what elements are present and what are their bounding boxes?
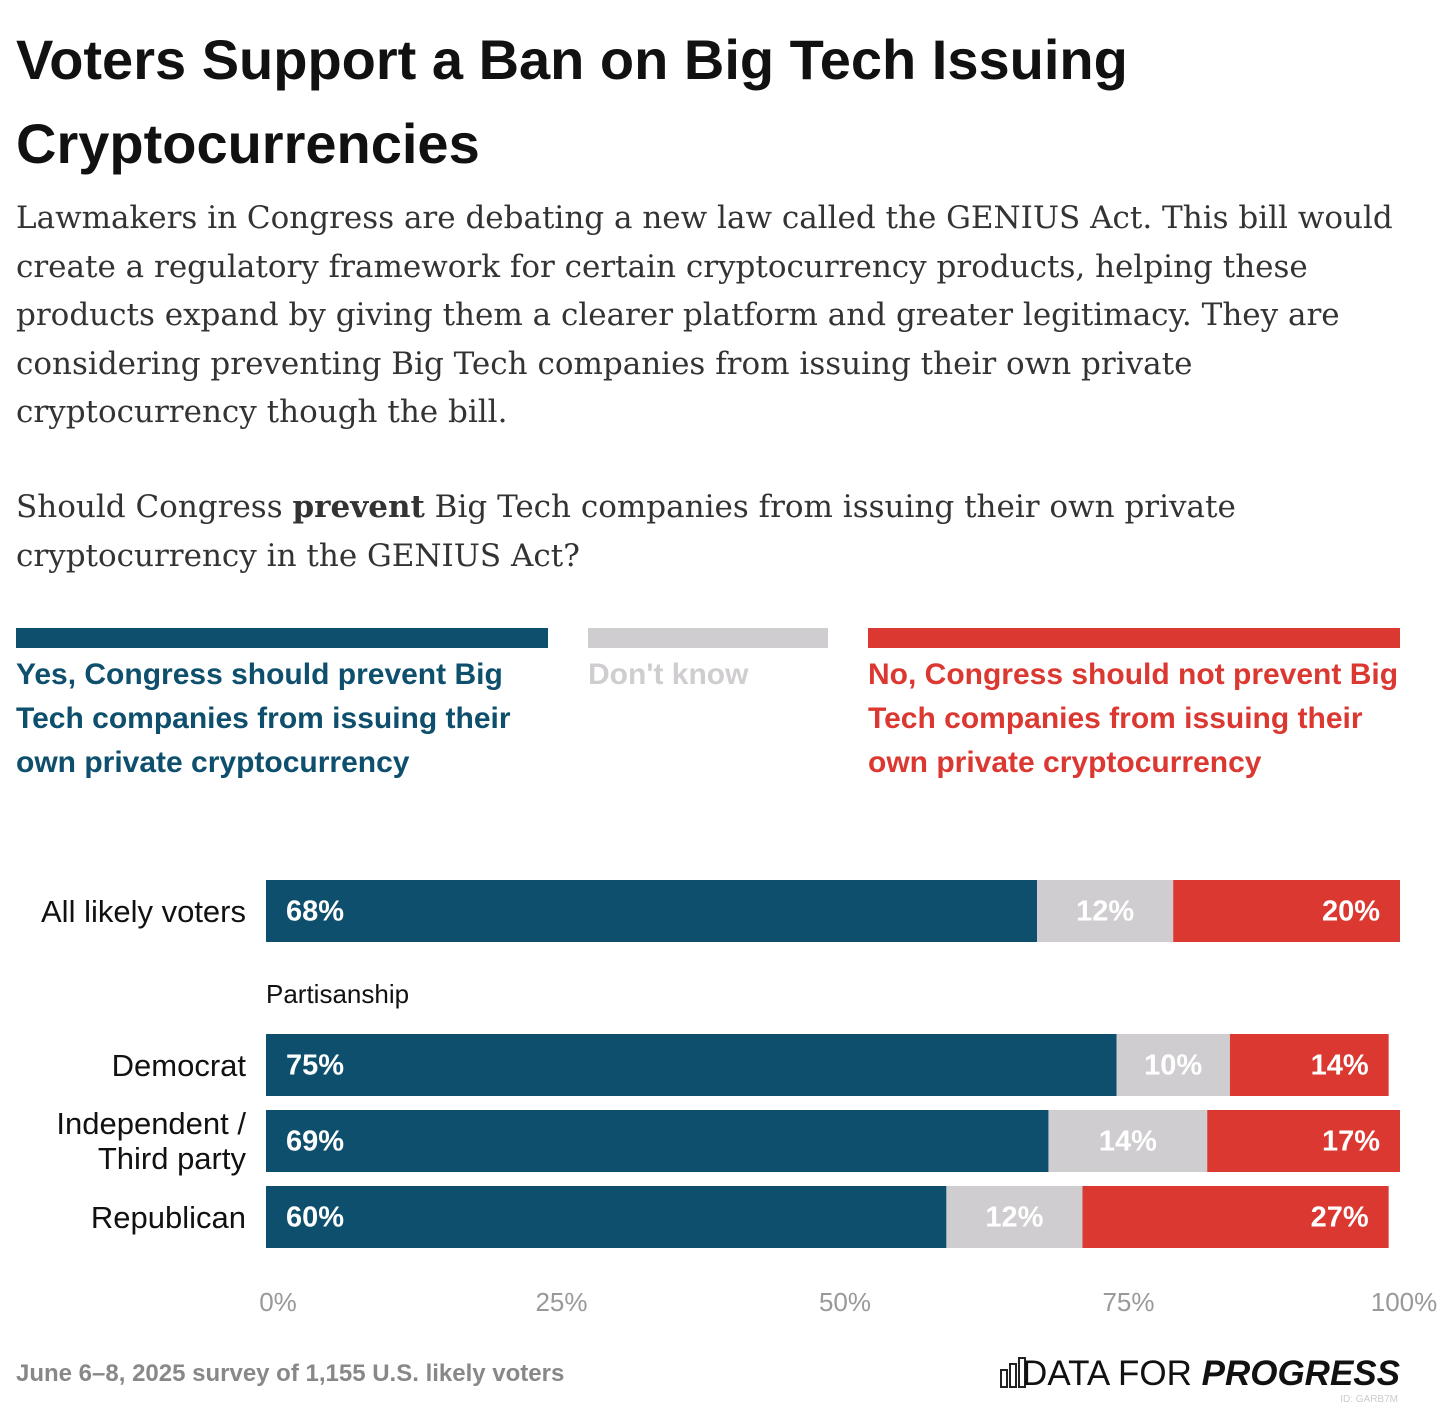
value-label: 60% bbox=[286, 1202, 344, 1234]
legend-swatch bbox=[588, 628, 828, 648]
brand: DATA FOR PROGRESS bbox=[1022, 1354, 1400, 1394]
value-label: 68% bbox=[286, 896, 344, 928]
bar-segment bbox=[1082, 1186, 1389, 1248]
value-label: 20% bbox=[1322, 896, 1380, 928]
question-text: Should Congress bbox=[16, 489, 283, 525]
value-label: 69% bbox=[286, 1126, 344, 1158]
category-label: Democrat bbox=[111, 1047, 246, 1083]
x-tick-label: 0% bbox=[259, 1287, 297, 1317]
bar-segment bbox=[1229, 1034, 1389, 1096]
subtitle: Lawmakers in Congress are debating a new… bbox=[16, 200, 1393, 430]
x-tick-label: 25% bbox=[535, 1287, 587, 1317]
value-label: 14% bbox=[1311, 1050, 1369, 1082]
bar-segment bbox=[1037, 880, 1174, 942]
x-tick-label: 100% bbox=[1371, 1287, 1438, 1317]
bar-segment bbox=[266, 1186, 947, 1248]
chart-id: ID: GARB7M bbox=[1340, 1394, 1398, 1405]
question: Should Congress prevent Big Tech compani… bbox=[16, 483, 1376, 580]
source: June 6–8, 2025 survey of 1,155 U.S. like… bbox=[16, 1360, 565, 1387]
question-text: Big Tech companies from issuing their ow… bbox=[16, 489, 1236, 574]
value-label: 12% bbox=[985, 1202, 1043, 1234]
legend-swatch bbox=[16, 628, 548, 648]
legend-swatch bbox=[868, 628, 1400, 648]
question-bold: prevent bbox=[292, 489, 425, 525]
bar-segment bbox=[1048, 1110, 1208, 1172]
legend-label: Don't know bbox=[588, 658, 749, 691]
group-label: Partisanship bbox=[266, 979, 410, 1009]
category-label: Independent / Third party bbox=[56, 1106, 246, 1176]
bar-segment bbox=[266, 1034, 1117, 1096]
legend-label: No, Congress should not prevent Big Tech… bbox=[868, 658, 1399, 779]
bar-segment bbox=[266, 880, 1038, 942]
category-label: Republican bbox=[90, 1199, 246, 1235]
value-label: 10% bbox=[1144, 1050, 1202, 1082]
brand-light: DATA FOR bbox=[1022, 1354, 1192, 1393]
value-label: 27% bbox=[1311, 1202, 1369, 1234]
x-tick-label: 75% bbox=[1102, 1287, 1154, 1317]
value-label: 75% bbox=[286, 1050, 344, 1082]
value-label: 14% bbox=[1099, 1126, 1157, 1158]
bar-segment bbox=[266, 1110, 1049, 1172]
value-label: 12% bbox=[1076, 896, 1134, 928]
x-tick-label: 50% bbox=[819, 1287, 871, 1317]
brand-bold: PROGRESS bbox=[1201, 1354, 1400, 1393]
category-label: All likely voters bbox=[41, 893, 246, 929]
bar-segment bbox=[946, 1186, 1083, 1248]
legend-label: Yes, Congress should prevent Big Tech co… bbox=[16, 658, 511, 779]
chart-title: Voters Support a Ban on Big Tech Issuing… bbox=[16, 28, 1128, 175]
logo-icon bbox=[1000, 1357, 1026, 1388]
value-label: 17% bbox=[1322, 1126, 1380, 1158]
bar-segment bbox=[1173, 880, 1400, 942]
bar-segment bbox=[1207, 1110, 1400, 1172]
bar-segment bbox=[1116, 1034, 1230, 1096]
